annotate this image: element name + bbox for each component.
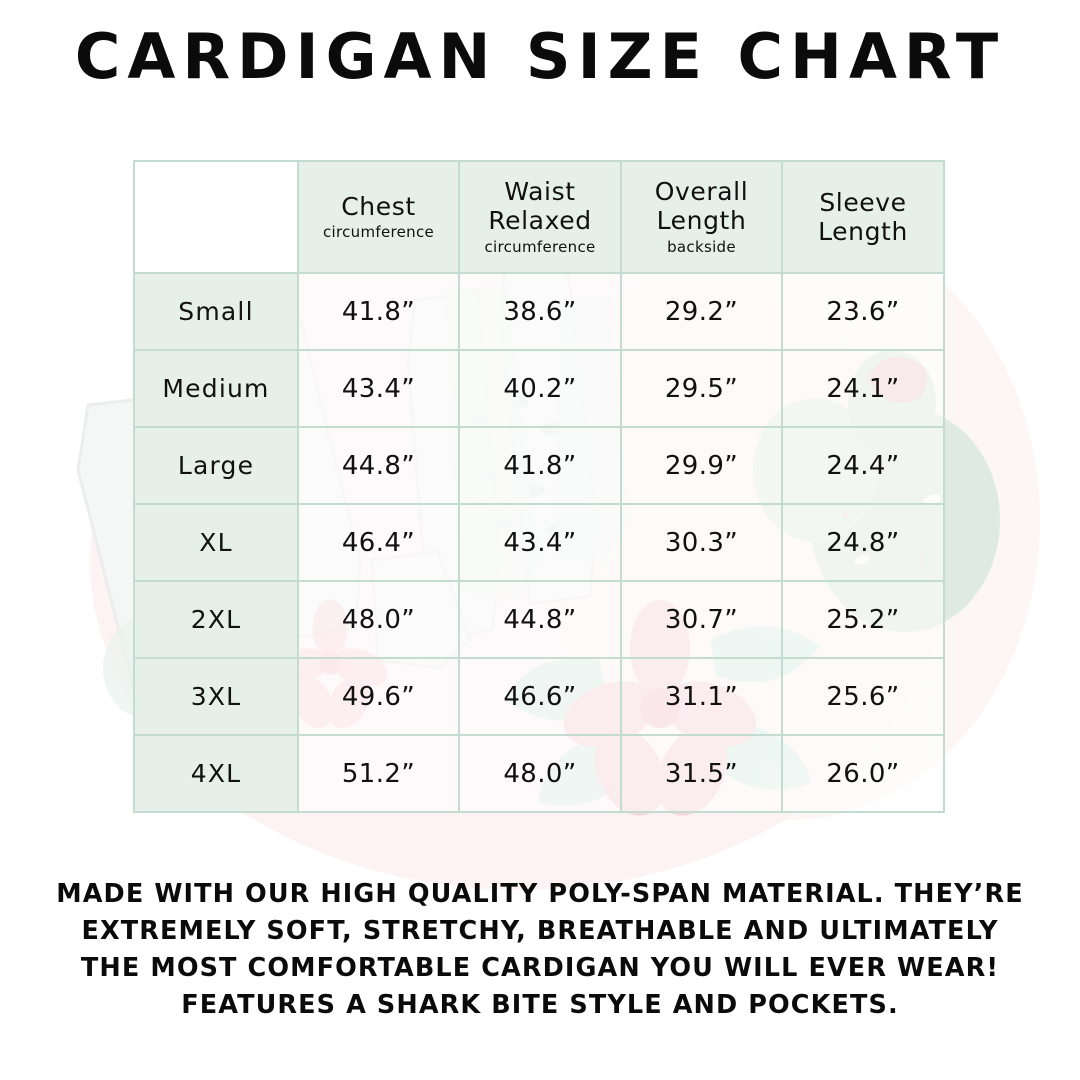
value-large-length: 29.9” [620,426,783,505]
size-chart-table-wrapper: Chest circumference Waist Relaxed circum… [133,160,945,813]
column-header-overall-length: Overall Length backside [620,160,783,274]
table-row: 3XL 49.6” 46.6” 31.1” 25.6” [133,657,945,736]
size-chart-table: Chest circumference Waist Relaxed circum… [133,160,945,813]
value-2xl-sleeve: 25.2” [781,580,945,659]
size-label-4xl: 4XL [133,734,299,813]
value-2xl-chest: 48.0” [297,580,460,659]
column-header-waist-main-line1: Waist [504,177,576,206]
value-medium-length: 29.5” [620,349,783,428]
footer-line-2: EXTREMELY SOFT, STRETCHY, BREATHABLE AND… [81,916,999,946]
value-small-length: 29.2” [620,272,783,351]
value-3xl-sleeve: 25.6” [781,657,945,736]
column-header-overall-length-main-line2: Length [656,206,747,236]
value-large-waist: 41.8” [458,426,622,505]
table-body: Small 41.8” 38.6” 29.2” 23.6” Medium 43.… [133,272,945,813]
footer-line-3: THE MOST COMFORTABLE CARDIGAN YOU WILL E… [80,953,1000,983]
column-header-chest-sub: circumference [322,222,435,241]
column-header-waist-sub: circumference [484,237,596,256]
value-4xl-sleeve: 26.0” [781,734,945,813]
value-large-chest: 44.8” [297,426,460,505]
table-row: 2XL 48.0” 44.8” 30.7” 25.2” [133,580,945,659]
value-xl-length: 30.3” [620,503,783,582]
footer-line-4: FEATURES A SHARK BITE STYLE AND POCKETS. [181,990,899,1020]
table-row: XL 46.4” 43.4” 30.3” 24.8” [133,503,945,582]
footer-description: MADE WITH OUR HIGH QUALITY POLY-SPAN MAT… [50,876,1030,1024]
size-label-2xl: 2XL [133,580,299,659]
value-3xl-length: 31.1” [620,657,783,736]
size-label-medium: Medium [133,349,299,428]
column-header-sleeve-length-main-line1: Sleeve [819,187,907,217]
value-medium-sleeve: 24.1” [781,349,945,428]
value-xl-sleeve: 24.8” [781,503,945,582]
column-header-overall-length-sub: backside [667,237,736,256]
column-header-waist-main-line2: Relaxed [488,206,592,236]
table-row: 4XL 51.2” 48.0” 31.5” 26.0” [133,734,945,813]
value-large-sleeve: 24.4” [781,426,945,505]
value-small-sleeve: 23.6” [781,272,945,351]
page-title: CARDIGAN SIZE CHART [74,20,1006,93]
value-small-chest: 41.8” [297,272,460,351]
value-3xl-chest: 49.6” [297,657,460,736]
column-header-overall-length-main-line1: Overall [654,177,749,206]
value-2xl-waist: 44.8” [458,580,622,659]
value-3xl-waist: 46.6” [458,657,622,736]
value-medium-waist: 40.2” [458,349,622,428]
size-label-3xl: 3XL [133,657,299,736]
value-4xl-waist: 48.0” [458,734,622,813]
size-label-large: Large [133,426,299,505]
corner-cell [133,160,299,274]
table-header-row: Chest circumference Waist Relaxed circum… [133,160,945,274]
value-4xl-length: 31.5” [620,734,783,813]
size-label-xl: XL [133,503,299,582]
size-label-small: Small [133,272,299,351]
column-header-sleeve-length-main-line2: Length [818,217,908,246]
value-medium-chest: 43.4” [297,349,460,428]
column-header-waist: Waist Relaxed circumference [458,160,622,274]
footer-line-1: MADE WITH OUR HIGH QUALITY POLY-SPAN MAT… [56,879,1024,909]
column-header-chest-main: Chest [341,191,416,221]
table-row: Large 44.8” 41.8” 29.9” 24.4” [133,426,945,505]
value-4xl-chest: 51.2” [297,734,460,813]
value-xl-waist: 43.4” [458,503,622,582]
value-small-waist: 38.6” [458,272,622,351]
column-header-chest: Chest circumference [297,160,460,274]
table-row: Medium 43.4” 40.2” 29.5” 24.1” [133,349,945,428]
table-row: Small 41.8” 38.6” 29.2” 23.6” [133,272,945,351]
value-xl-chest: 46.4” [297,503,460,582]
value-2xl-length: 30.7” [620,580,783,659]
column-header-sleeve-length: Sleeve Length [781,160,945,274]
